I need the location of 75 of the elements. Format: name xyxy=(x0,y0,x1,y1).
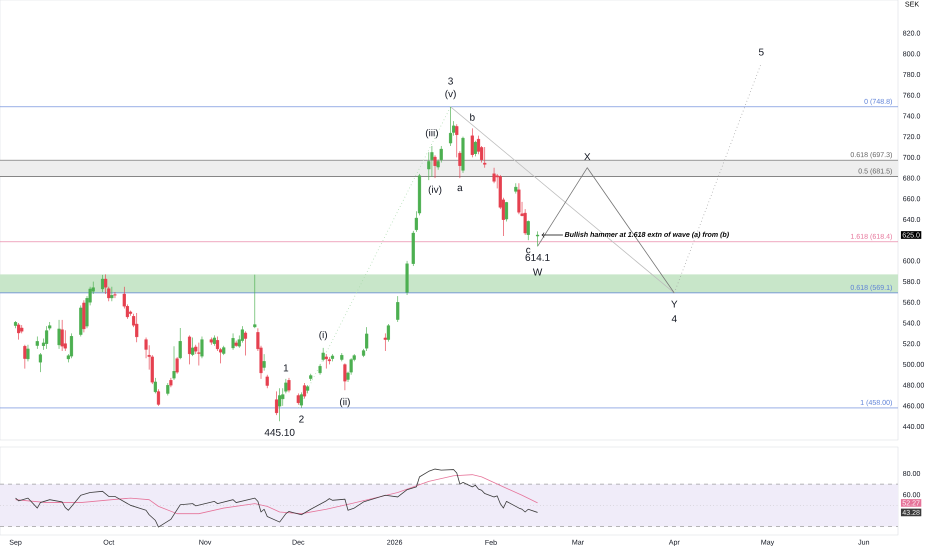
candlestick xyxy=(433,154,437,178)
annotation: (iii) xyxy=(426,129,438,138)
candlestick xyxy=(110,286,114,302)
annotation: b xyxy=(470,113,475,121)
candlestick xyxy=(178,328,182,360)
candlestick xyxy=(100,274,104,292)
candlestick xyxy=(156,388,160,406)
candlestick xyxy=(38,352,42,373)
candlestick xyxy=(113,292,117,298)
annotation: (iv) xyxy=(428,186,442,195)
candlestick xyxy=(45,326,48,350)
candlestick xyxy=(176,356,179,374)
candlestick xyxy=(60,320,64,352)
candlestick xyxy=(197,342,200,366)
candlestick xyxy=(296,393,300,406)
annotation: a xyxy=(458,186,463,192)
candlestick xyxy=(26,344,30,362)
candlestick xyxy=(536,231,540,247)
annotation: 445.10 xyxy=(264,428,295,436)
candlestick xyxy=(169,378,172,388)
candlestick xyxy=(23,344,26,369)
candlestick xyxy=(57,320,61,350)
candlestick xyxy=(166,382,170,396)
candlestick xyxy=(244,330,248,356)
candlestick xyxy=(191,337,194,356)
candlestick xyxy=(36,336,39,350)
candlestick xyxy=(212,335,216,346)
candlestick xyxy=(470,128,474,158)
candlestick xyxy=(135,312,138,343)
candlestick xyxy=(322,348,325,362)
candlestick xyxy=(343,363,347,391)
annotation: X xyxy=(584,153,590,160)
candlestick xyxy=(231,333,235,350)
candlestick xyxy=(302,382,306,399)
candlestick xyxy=(386,324,390,342)
annotation: 614.1 xyxy=(526,254,550,261)
annotation: 3 xyxy=(448,77,453,85)
candlestick xyxy=(287,378,291,393)
candlestick xyxy=(483,146,486,168)
annotation: W xyxy=(532,268,542,276)
candlestick xyxy=(384,333,387,352)
candlestick xyxy=(17,322,20,340)
candlestick xyxy=(188,335,192,365)
candlestick xyxy=(266,374,269,389)
candlestick xyxy=(474,140,478,157)
annotation: 2 xyxy=(299,416,304,422)
candlestick xyxy=(318,364,322,376)
candlestick xyxy=(262,354,266,371)
candlestick xyxy=(274,391,278,416)
line-series xyxy=(15,468,538,528)
candlestick xyxy=(200,336,204,359)
annotation: c xyxy=(526,248,530,254)
candlestick xyxy=(517,182,521,215)
candlestick xyxy=(430,146,434,178)
candlestick xyxy=(278,388,282,422)
candlestick xyxy=(448,106,452,146)
candlestick xyxy=(222,345,226,356)
line-series xyxy=(15,474,538,514)
candlestick xyxy=(514,182,518,194)
annotation: 1 xyxy=(284,364,288,372)
annotation: (ii) xyxy=(340,398,350,408)
candlestick xyxy=(172,346,176,380)
candlestick xyxy=(526,220,530,241)
candlestick xyxy=(324,354,328,369)
candlestick xyxy=(70,333,74,359)
candlestick xyxy=(396,296,400,322)
annotation: Y xyxy=(671,300,678,308)
candlestick xyxy=(300,392,304,408)
candlestick xyxy=(154,378,157,394)
annotation: 5 xyxy=(758,48,764,56)
annotation: (i) xyxy=(319,330,327,340)
annotation: (v) xyxy=(445,90,456,100)
candlestick xyxy=(253,274,256,329)
annotation: 4 xyxy=(672,315,677,322)
candlestick xyxy=(504,202,508,222)
